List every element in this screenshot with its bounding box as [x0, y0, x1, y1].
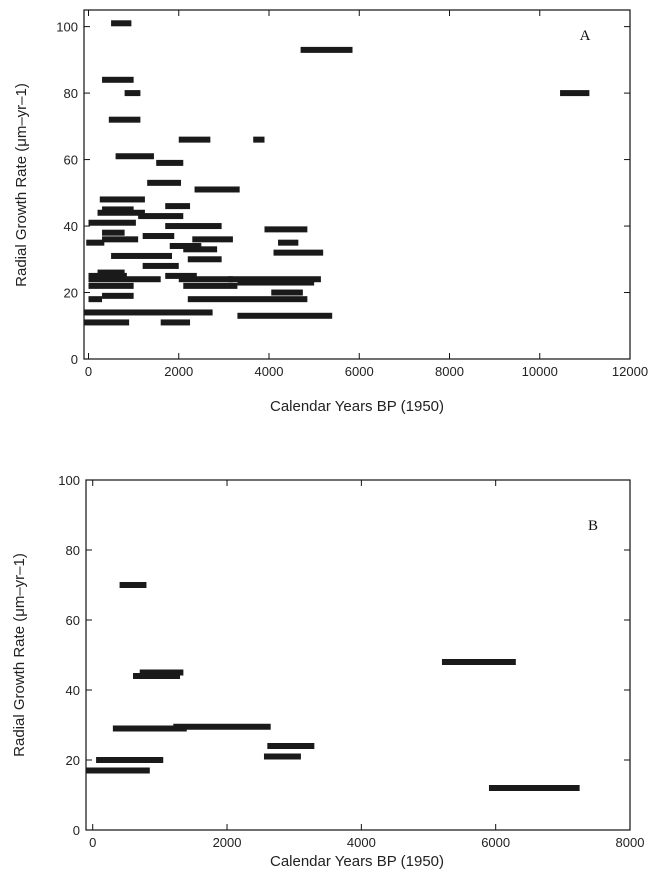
panel-a-interval-bar — [102, 292, 134, 299]
panel-a-interval-bar — [228, 276, 321, 283]
panel-a-interval-bar — [97, 209, 145, 216]
panel-a-interval-bar — [156, 159, 184, 166]
panel-a-interval-bar — [178, 136, 211, 143]
panel-a-interval-bar — [237, 279, 315, 286]
panel-a-y-axis-title: Radial Growth Rate (μm–yr–1) — [13, 83, 30, 287]
panel-a-interval-bar — [97, 269, 125, 276]
panel-a-interval-bar — [88, 296, 103, 303]
panel-a-y-tick-label: 60 — [64, 153, 78, 168]
panel-a-interval-bar — [102, 229, 125, 236]
panel-a-interval-bar — [264, 226, 308, 233]
panel-b-y-axis-title: Radial Growth Rate (μm–yr–1) — [11, 553, 28, 757]
panel-b-interval-bar — [263, 753, 301, 760]
panel-b-interval-bar — [133, 673, 181, 679]
panel-a-interval-bar — [278, 239, 299, 246]
panel-a-y-tick-label: 0 — [71, 352, 78, 367]
panel-a-interval-bar — [88, 272, 127, 279]
panel-a-interval-bar — [253, 136, 265, 143]
panel-b-interval-bar — [119, 582, 147, 588]
panel-a-interval-bar — [111, 252, 172, 259]
panel-a-interval-bar — [88, 282, 134, 289]
panel-a-x-tick-label: 6000 — [345, 364, 374, 379]
panel-b-plot-frame — [85, 479, 631, 831]
panel-a-interval-bar — [169, 242, 202, 249]
panel-a-interval-bar — [300, 46, 353, 53]
panel-a-interval-bar — [237, 312, 333, 319]
panel-a-interval-bar — [160, 319, 191, 326]
panel-a-interval-bar — [115, 153, 154, 160]
panel-b-x-tick-label: 4000 — [347, 835, 376, 850]
panel-b-y-tick-label: 40 — [66, 683, 80, 698]
panel-a-interval-bar — [88, 276, 161, 283]
panel-a-interval-bar — [99, 196, 145, 203]
panel-b-x-tick-label: 6000 — [481, 835, 510, 850]
panel-a-panel-label: A — [580, 28, 591, 44]
panel-b-x-axis-title: Calendar Years BP (1950) — [270, 853, 444, 870]
panel-a-interval-bar — [142, 233, 175, 240]
panel-a-interval-bar — [183, 246, 218, 253]
panel-a-x-tick-label: 0 — [85, 364, 92, 379]
panel-a-interval-bar — [124, 90, 141, 97]
panel-a-y-tick-label: 20 — [64, 286, 78, 301]
panel-a-y-tick-label: 80 — [64, 86, 78, 101]
panel-a-interval-bar — [187, 296, 308, 303]
panel-b-interval-bar — [86, 767, 150, 774]
panel-a-interval-bar — [178, 276, 233, 283]
panel-b-interval-bar — [441, 659, 516, 665]
panel-a-interval-bar — [183, 282, 238, 289]
panel-a-x-tick-label: 2000 — [164, 364, 193, 379]
panel-b-interval-bar — [173, 723, 271, 730]
panel-b-interval-bar — [139, 669, 184, 676]
panel-a-interval-bar — [102, 76, 134, 83]
panel-b-interval-bar — [267, 743, 315, 749]
panel-a-x-tick-label: 12000 — [612, 364, 648, 379]
panel-a-interval-bar — [560, 90, 590, 97]
panel-a-interval-bar — [192, 236, 233, 243]
panel-a-interval-bar — [102, 236, 139, 243]
panel-a-x-tick-label: 8000 — [435, 364, 464, 379]
panel-a-interval-bar — [187, 256, 222, 263]
panel-a-interval-bar — [271, 289, 303, 296]
panel-b-y-tick-label: 0 — [73, 823, 80, 838]
panel-a-x-axis-title: Calendar Years BP (1950) — [270, 398, 444, 415]
panel-a-x-tick-label: 10000 — [522, 364, 558, 379]
panel-a-interval-bar — [102, 206, 134, 213]
panel-a-plot-frame — [83, 9, 631, 360]
panel-b-y-tick-label: 60 — [66, 613, 80, 628]
panel-b-interval-bar — [488, 785, 580, 791]
panel-b-y-tick-label: 100 — [58, 473, 80, 488]
panel-b-y-tick-label: 80 — [66, 543, 80, 558]
panel-a-interval-bar — [165, 203, 191, 210]
panel-a-interval-bar — [142, 262, 179, 269]
panel-a-interval-bar — [88, 219, 136, 226]
panel-a-interval-bar — [273, 249, 324, 256]
panel-a-interval-bar — [165, 272, 197, 279]
panel-b-chart: 0 2000 4000 6000 8000 0 20 40 60 80 100 B Calendar Y… — [11, 473, 644, 870]
panel-a-interval-bar — [108, 116, 141, 123]
panel-a-interval-bar — [194, 186, 240, 193]
panel-a-interval-bar — [84, 309, 213, 316]
panel-b-panel-label: B — [588, 518, 598, 534]
panel-b-interval-bar — [96, 757, 164, 763]
panel-b-x-tick-label: 8000 — [616, 835, 645, 850]
panel-a-interval-bar — [138, 213, 184, 220]
panel-a-interval-bar — [84, 319, 130, 326]
panel-a-interval-bar — [111, 20, 132, 27]
panel-b-interval-bar — [112, 725, 187, 732]
panel-a-x-tick-label: 4000 — [255, 364, 284, 379]
panel-a-interval-bar — [86, 239, 105, 246]
panel-b-x-tick-label: 2000 — [213, 835, 242, 850]
panel-a-chart: 0 2000 4000 6000 8000 10000 12000 0 20 40 60 80 100 A… — [13, 9, 648, 415]
panel-a-interval-bar — [165, 223, 222, 230]
panel-b-y-tick-label: 20 — [66, 753, 80, 768]
panel-b-x-tick-label: 0 — [89, 835, 96, 850]
panel-a-interval-bar — [147, 179, 182, 186]
panel-a-y-tick-label: 100 — [56, 20, 78, 35]
panel-a-y-tick-label: 40 — [64, 219, 78, 234]
